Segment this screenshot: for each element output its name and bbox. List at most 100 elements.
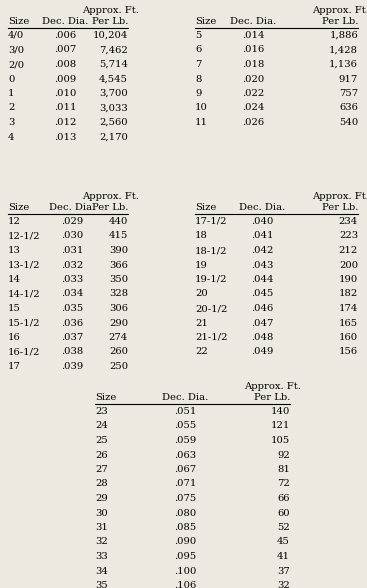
Text: 15-1/2: 15-1/2 (8, 319, 40, 328)
Text: 18-1/2: 18-1/2 (195, 246, 228, 255)
Text: 757: 757 (339, 89, 358, 98)
Text: 250: 250 (109, 362, 128, 371)
Text: 366: 366 (109, 260, 128, 269)
Text: .048: .048 (251, 333, 273, 342)
Text: Dec. Dia.: Dec. Dia. (230, 17, 276, 26)
Text: 21-1/2: 21-1/2 (195, 333, 228, 342)
Text: Per Lb.: Per Lb. (321, 203, 358, 212)
Text: 24: 24 (95, 422, 108, 430)
Text: 20-1/2: 20-1/2 (195, 304, 228, 313)
Text: 27: 27 (95, 465, 108, 474)
Text: 33: 33 (95, 552, 108, 561)
Text: 8: 8 (195, 75, 201, 83)
Text: .080: .080 (174, 509, 196, 517)
Text: 2/0: 2/0 (8, 60, 24, 69)
Text: 66: 66 (277, 494, 290, 503)
Text: 3/0: 3/0 (8, 45, 24, 55)
Text: .034: .034 (61, 289, 83, 299)
Text: .020: .020 (242, 75, 264, 83)
Text: .013: .013 (54, 132, 76, 142)
Text: .055: .055 (174, 422, 196, 430)
Text: 45: 45 (277, 537, 290, 546)
Text: .045: .045 (251, 289, 273, 299)
Text: 165: 165 (339, 319, 358, 328)
Text: Per Lb.: Per Lb. (254, 393, 290, 402)
Text: 274: 274 (109, 333, 128, 342)
Text: .051: .051 (174, 407, 196, 416)
Text: 174: 174 (339, 304, 358, 313)
Text: 4/0: 4/0 (8, 31, 24, 40)
Text: 7,462: 7,462 (99, 45, 128, 55)
Text: .010: .010 (54, 89, 76, 98)
Text: 3,700: 3,700 (99, 89, 128, 98)
Text: 2,170: 2,170 (99, 132, 128, 142)
Text: 29: 29 (95, 494, 108, 503)
Text: 60: 60 (277, 509, 290, 517)
Text: 636: 636 (339, 103, 358, 112)
Text: 20: 20 (195, 289, 208, 299)
Text: 306: 306 (109, 304, 128, 313)
Text: 81: 81 (277, 465, 290, 474)
Text: .067: .067 (174, 465, 196, 474)
Text: 121: 121 (270, 422, 290, 430)
Text: 12: 12 (8, 217, 21, 226)
Text: 140: 140 (270, 407, 290, 416)
Text: 16-1/2: 16-1/2 (8, 348, 40, 356)
Text: 72: 72 (277, 479, 290, 489)
Text: 390: 390 (109, 246, 128, 255)
Text: .035: .035 (61, 304, 83, 313)
Text: .075: .075 (174, 494, 196, 503)
Text: 26: 26 (95, 450, 108, 459)
Text: .041: .041 (251, 232, 273, 240)
Text: 3,033: 3,033 (99, 103, 128, 112)
Text: 11: 11 (195, 118, 208, 127)
Text: 260: 260 (109, 348, 128, 356)
Text: 1,428: 1,428 (329, 45, 358, 55)
Text: 41: 41 (277, 552, 290, 561)
Text: 1,886: 1,886 (329, 31, 358, 40)
Text: 19: 19 (195, 260, 208, 269)
Text: 23: 23 (95, 407, 108, 416)
Text: .009: .009 (54, 75, 76, 83)
Text: .043: .043 (251, 260, 273, 269)
Text: 15: 15 (8, 304, 21, 313)
Text: Approx. Ft.: Approx. Ft. (312, 192, 367, 201)
Text: .038: .038 (61, 348, 83, 356)
Text: .006: .006 (54, 31, 76, 40)
Text: 18: 18 (195, 232, 208, 240)
Text: 31: 31 (95, 523, 108, 532)
Text: 22: 22 (195, 348, 208, 356)
Text: .018: .018 (242, 60, 264, 69)
Text: Per Lb.: Per Lb. (92, 17, 128, 26)
Text: .012: .012 (54, 118, 76, 127)
Text: .011: .011 (54, 103, 76, 112)
Text: 9: 9 (195, 89, 201, 98)
Text: Size: Size (8, 17, 29, 26)
Text: 415: 415 (109, 232, 128, 240)
Text: 2,560: 2,560 (99, 118, 128, 127)
Text: 540: 540 (339, 118, 358, 127)
Text: 440: 440 (109, 217, 128, 226)
Text: 328: 328 (109, 289, 128, 299)
Text: 17-1/2: 17-1/2 (195, 217, 228, 226)
Text: 4,545: 4,545 (99, 75, 128, 83)
Text: 92: 92 (277, 450, 290, 459)
Text: Per Lb.: Per Lb. (92, 203, 128, 212)
Text: Size: Size (95, 393, 116, 402)
Text: 13: 13 (8, 246, 21, 255)
Text: 13-1/2: 13-1/2 (8, 260, 40, 269)
Text: .071: .071 (174, 479, 196, 489)
Text: 10: 10 (195, 103, 208, 112)
Text: Dec. Dia.: Dec. Dia. (49, 203, 95, 212)
Text: 105: 105 (271, 436, 290, 445)
Text: Size: Size (8, 203, 29, 212)
Text: 223: 223 (339, 232, 358, 240)
Text: 4: 4 (8, 132, 15, 142)
Text: .014: .014 (242, 31, 264, 40)
Text: Approx. Ft.: Approx. Ft. (81, 192, 138, 201)
Text: 5: 5 (195, 31, 201, 40)
Text: 19-1/2: 19-1/2 (195, 275, 228, 284)
Text: 1,136: 1,136 (329, 60, 358, 69)
Text: Size: Size (195, 203, 217, 212)
Text: .007: .007 (54, 45, 76, 55)
